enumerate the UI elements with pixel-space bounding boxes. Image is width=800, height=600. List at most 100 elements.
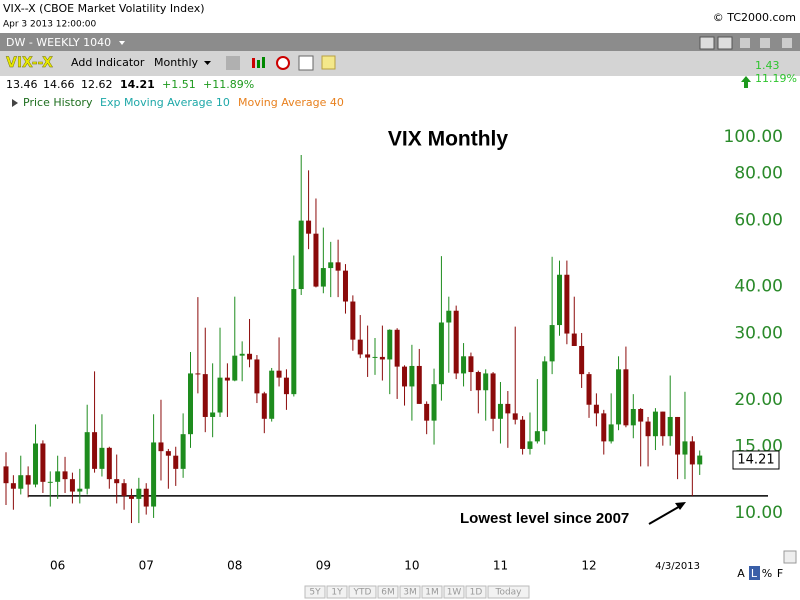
toolbar-button[interactable] xyxy=(760,38,770,48)
candle-body xyxy=(261,393,267,419)
side-change: 1.43 xyxy=(755,59,780,72)
scale-button[interactable]: % xyxy=(762,567,772,580)
x-tick-label: 08 xyxy=(227,559,242,573)
tool-icon[interactable] xyxy=(262,57,265,68)
candle-body xyxy=(18,475,24,489)
candle-body xyxy=(468,356,474,373)
candle-body xyxy=(40,443,46,482)
range-button-label[interactable]: Today xyxy=(494,588,522,598)
range-button[interactable] xyxy=(399,585,421,599)
tool-icon[interactable] xyxy=(252,58,255,68)
scale-button[interactable]: F xyxy=(777,567,783,580)
range-button-label[interactable]: 1D xyxy=(470,588,483,598)
chart-title: VIX Monthly xyxy=(388,128,508,151)
tool-icon[interactable] xyxy=(257,60,260,68)
range-button-label[interactable]: YTD xyxy=(353,588,372,598)
candle-body xyxy=(372,356,378,358)
legend-item[interactable]: Exp Moving Average 10 xyxy=(100,96,230,109)
range-button[interactable] xyxy=(377,585,399,599)
candle-body xyxy=(195,373,201,375)
y-tick-label: 60.00 xyxy=(734,210,783,230)
candle-body xyxy=(357,339,363,355)
tool-icon[interactable] xyxy=(298,55,314,71)
y-tick-label: 40.00 xyxy=(734,277,783,297)
last-price: 14.21 xyxy=(737,453,774,468)
y-tick-label: 30.00 xyxy=(734,324,783,344)
candle-body xyxy=(247,353,253,360)
candle-body xyxy=(306,220,312,234)
candle-body xyxy=(446,310,452,323)
candle-body xyxy=(682,441,688,455)
candle-body xyxy=(623,369,629,426)
toolbar-button[interactable] xyxy=(740,38,750,48)
quote-change-pct: +11.89% xyxy=(203,78,254,91)
candle-body xyxy=(239,353,245,356)
candle-body xyxy=(342,270,348,302)
side-change-pct: 11.19% xyxy=(755,72,797,85)
legend-toggle[interactable] xyxy=(12,99,18,107)
range-button-label[interactable]: 1Y xyxy=(331,588,343,598)
toolbar-button[interactable] xyxy=(699,36,715,50)
candle-body xyxy=(283,377,289,395)
range-button-label[interactable]: 1M xyxy=(425,588,439,598)
range-button[interactable] xyxy=(421,585,443,599)
tool-icon[interactable] xyxy=(321,55,336,70)
quote-change: +1.51 xyxy=(162,78,196,91)
scroll-button[interactable] xyxy=(783,550,797,564)
layout-dropdown[interactable] xyxy=(119,41,125,45)
candle-body xyxy=(689,441,695,465)
candle-body xyxy=(438,322,444,385)
range-button-label[interactable]: 5Y xyxy=(309,588,321,598)
candle-body xyxy=(512,413,518,420)
scale-button-active[interactable] xyxy=(749,566,760,580)
toolbar-button[interactable] xyxy=(717,36,733,50)
layout-name[interactable]: DW - WEEKLY 1040 xyxy=(6,36,111,49)
candle-body xyxy=(114,479,120,484)
candle-body xyxy=(165,451,171,456)
legend-item[interactable]: Price History xyxy=(23,96,93,109)
tool-icon[interactable] xyxy=(276,56,290,70)
add-indicator[interactable]: Add Indicator xyxy=(71,56,145,69)
candle-body xyxy=(416,365,422,404)
candle-body xyxy=(394,329,400,367)
y-tick-label: 10.00 xyxy=(734,503,783,523)
candle-body xyxy=(84,432,90,489)
range-button[interactable] xyxy=(465,585,487,599)
candle-body xyxy=(99,447,105,469)
quote-area xyxy=(0,76,800,112)
range-button[interactable] xyxy=(304,585,326,599)
range-button[interactable] xyxy=(487,585,530,599)
toolbar-button[interactable] xyxy=(782,38,792,48)
candle-body xyxy=(3,466,9,484)
range-button[interactable] xyxy=(348,585,377,599)
scale-button[interactable]: L xyxy=(751,567,758,580)
range-button[interactable] xyxy=(443,585,465,599)
tool-icon[interactable] xyxy=(226,56,240,70)
candle-body xyxy=(557,274,562,326)
symbol[interactable]: VIX--X xyxy=(6,55,54,71)
range-button-label[interactable]: 3M xyxy=(403,588,417,598)
candle-body xyxy=(601,413,607,442)
candle-body xyxy=(143,488,149,507)
range-button[interactable] xyxy=(326,585,348,599)
x-tick-label: 4/3/2013 xyxy=(655,561,700,572)
plot: 10.0015.0020.0030.0040.0060.0080.00100.0… xyxy=(3,127,783,573)
legend-item[interactable]: Moving Average 40 xyxy=(238,96,344,109)
candle-body xyxy=(424,403,430,421)
symbol-bar xyxy=(0,51,800,76)
candle-body xyxy=(490,373,496,419)
candle-body xyxy=(497,403,503,419)
candle-body xyxy=(638,409,644,422)
timeframe[interactable]: Monthly xyxy=(154,56,199,69)
timeframe-dropdown[interactable] xyxy=(204,61,211,65)
candle-body xyxy=(180,434,186,469)
candle-body xyxy=(387,329,393,360)
x-tick-label: 10 xyxy=(404,559,419,573)
range-button-label[interactable]: 6M xyxy=(381,588,395,598)
scale-button[interactable]: A xyxy=(737,567,745,580)
range-button-label[interactable]: 1W xyxy=(447,588,462,598)
x-tick-label: 12 xyxy=(581,559,596,573)
annotation-arrowhead xyxy=(675,502,686,510)
candle-body xyxy=(335,262,341,271)
candle-body xyxy=(593,404,599,414)
